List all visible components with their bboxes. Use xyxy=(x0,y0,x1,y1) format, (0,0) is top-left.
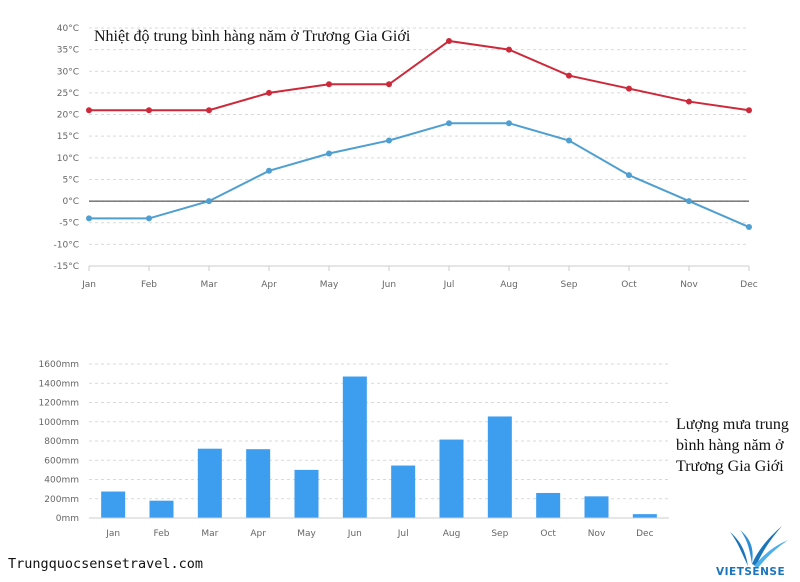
x-tick-label: Mar xyxy=(201,529,218,539)
data-point xyxy=(566,72,572,79)
x-tick-label: Aug xyxy=(443,529,461,539)
y-tick-label: 40°C xyxy=(57,24,79,34)
logo-wordmark: VIETSENSE xyxy=(716,566,786,578)
y-tick-label: 1600mm xyxy=(39,360,79,370)
x-tick-label: Apr xyxy=(250,529,266,539)
data-point xyxy=(206,107,212,114)
x-tick-label: Sep xyxy=(491,529,508,539)
bar xyxy=(101,491,126,518)
data-point xyxy=(146,107,152,114)
y-tick-label: 30°C xyxy=(57,67,79,77)
data-point xyxy=(506,120,512,127)
x-tick-label: Dec xyxy=(740,280,757,290)
x-tick-label: Jan xyxy=(105,529,120,539)
y-tick-label: 0°C xyxy=(62,197,79,207)
bar xyxy=(197,448,222,518)
y-tick-label: 25°C xyxy=(57,89,79,99)
data-point xyxy=(506,46,512,53)
data-point xyxy=(266,167,272,174)
data-point xyxy=(446,37,452,44)
y-tick-label: 20°C xyxy=(57,111,79,121)
y-tick-label: 35°C xyxy=(57,46,79,56)
data-point xyxy=(266,89,272,96)
data-point xyxy=(386,81,392,88)
website-watermark: Trungquocsensetravel.com xyxy=(8,556,204,572)
bar xyxy=(487,416,512,518)
bar xyxy=(246,449,271,518)
bar xyxy=(294,469,319,518)
y-tick-label: -10°C xyxy=(54,240,79,250)
x-tick-label: Feb xyxy=(154,529,170,539)
y-tick-label: 600mm xyxy=(44,456,79,466)
data-point xyxy=(746,224,752,231)
data-point xyxy=(86,215,92,222)
y-tick-label: 800mm xyxy=(44,437,79,447)
data-point xyxy=(326,150,332,157)
y-tick-label: 5°C xyxy=(62,175,79,185)
data-point xyxy=(446,120,452,127)
series-line-0 xyxy=(89,39,750,112)
x-tick-label: May xyxy=(297,529,316,539)
x-tick-label: Jun xyxy=(347,529,362,539)
y-tick-label: 200mm xyxy=(44,495,79,505)
rainfall-chart: 0mm 200mm 400mm 600mm 800mm 1000mm 1200mm 1400m… xyxy=(39,360,669,539)
x-tick-label: Dec xyxy=(636,529,653,539)
x-tick-label: Oct xyxy=(621,280,637,290)
data-point xyxy=(686,98,692,105)
data-point xyxy=(386,137,392,144)
y-tick-label: 15°C xyxy=(57,132,79,142)
bar xyxy=(391,465,416,518)
y-tick-label: 1000mm xyxy=(39,418,79,428)
bar xyxy=(149,500,174,518)
y-tick-label: 1400mm xyxy=(39,379,79,389)
y-tick-label: 400mm xyxy=(44,476,79,486)
bar xyxy=(536,492,561,518)
x-tick-label: Nov xyxy=(680,280,698,290)
x-tick-label: Oct xyxy=(540,529,556,539)
y-tick-label: 0mm xyxy=(56,514,79,524)
data-point xyxy=(746,107,752,114)
rainfall-chart-title: Lượng mưa trung bình hàng năm ở Trương G… xyxy=(676,416,789,475)
bar xyxy=(439,439,464,518)
x-tick-label: Nov xyxy=(588,529,606,539)
bar xyxy=(632,514,657,518)
y-tick-label: -5°C xyxy=(59,219,79,229)
x-tick-label: Aug xyxy=(500,280,518,290)
x-tick-label: Feb xyxy=(141,280,157,290)
data-point xyxy=(626,85,632,92)
x-tick-label: Jul xyxy=(397,529,409,539)
x-tick-label: May xyxy=(320,280,339,290)
data-point xyxy=(146,215,152,222)
bar xyxy=(342,376,367,518)
vietsense-logo-icon xyxy=(730,526,788,568)
data-point xyxy=(86,107,92,114)
data-point xyxy=(626,172,632,179)
temperature-chart-title: Nhiệt độ trung bình hàng năm ở Trương Gi… xyxy=(94,28,411,45)
bar xyxy=(584,496,609,518)
data-point xyxy=(566,137,572,144)
x-tick-label: Jul xyxy=(443,280,455,290)
y-tick-label: 1200mm xyxy=(39,399,79,409)
data-point xyxy=(686,198,692,205)
data-point xyxy=(326,81,332,88)
x-tick-label: Jun xyxy=(381,280,396,290)
temperature-chart: -15°C -10°C -5°C 0°C 5°C 10°C 15°C 20°C 25°C 30°C… xyxy=(54,24,758,290)
x-tick-label: Mar xyxy=(201,280,218,290)
data-point xyxy=(206,198,212,205)
x-tick-label: Sep xyxy=(561,280,578,290)
series-line-1 xyxy=(89,122,750,228)
x-tick-label: Apr xyxy=(261,280,277,290)
y-tick-label: 10°C xyxy=(57,154,79,164)
y-tick-label: -15°C xyxy=(54,262,79,272)
x-tick-label: Jan xyxy=(81,280,96,290)
